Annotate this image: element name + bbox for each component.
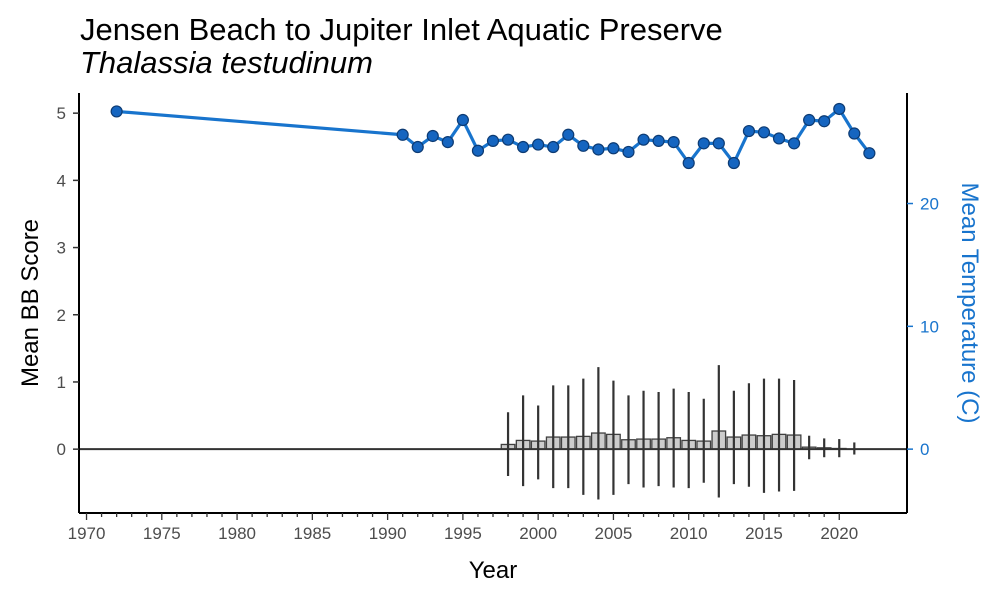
temperature-line-layer [110,102,876,170]
y2-tick-label: 10 [920,317,939,336]
temperature-point-2019 [818,115,831,128]
x-tick-label: 2020 [820,524,858,543]
temperature-point-2018 [803,113,816,127]
x-tick-label: 2010 [670,524,708,543]
y-axis-right-title: Mean Temperature (C) [956,183,983,424]
temperature-point-1992 [411,140,424,154]
x-tick-label: 1975 [143,524,181,543]
temperature-point-1994 [441,136,454,149]
bars-layer [500,430,862,450]
x-tick-label: 2000 [519,524,557,543]
y-tick-label: 1 [57,373,66,392]
temperature-point-2016 [772,132,786,145]
x-axis-title: Year [469,557,518,584]
x-tick-label: 1995 [444,524,482,543]
x-tick-label: 1990 [369,524,407,543]
temperature-point-2012 [712,137,725,150]
temperature-point-2008 [652,134,665,147]
temperature-point-2010 [682,156,695,170]
x-tick-label: 1970 [68,524,106,543]
x-tick-label: 2005 [595,524,633,543]
temperature-point-2009 [667,136,680,149]
temperature-point-1998 [501,133,515,146]
y-tick-label: 0 [57,440,66,459]
temperature-point-1997 [486,134,500,147]
temperature-point-2001 [547,140,560,154]
y-tick-label: 4 [57,171,66,190]
errorbars-layer [506,365,856,500]
temperature-point-1995 [456,113,469,127]
temperature-point-2006 [622,145,635,159]
y-axis-left-ticks: 0 1 2 3 4 5 [57,104,79,459]
temperature-point-2013 [727,156,740,170]
temperature-point-2005 [607,142,620,155]
y-tick-label: 3 [57,239,66,258]
temperature-point-2020 [833,102,846,116]
temperature-point-1991 [396,128,409,141]
x-axis-ticks: 1970 1975 1980 1985 1990 1995 2000 2005 2010 2015… [68,513,858,543]
x-tick-label: 1985 [293,524,331,543]
chart-title: Jensen Beach to Jupiter Inlet Aquatic Pr… [80,12,723,47]
temperature-point-2014 [742,124,756,138]
x-tick-label: 2015 [745,524,783,543]
temperature-point-2022 [863,147,876,160]
y2-tick-label: 20 [920,195,939,214]
temperature-point-1972 [110,105,123,118]
temperature-point-2017 [787,137,801,150]
temperature-point-2000 [532,138,545,151]
y2-tick-label: 0 [920,440,929,459]
temperature-point-2015 [757,126,771,139]
temperature-point-2011 [697,137,710,150]
y-tick-label: 5 [57,104,66,123]
temperature-point-1993 [426,129,439,143]
temperature-point-2021 [848,127,861,140]
temperature-point-1999 [517,140,530,154]
temperature-point-2002 [562,128,575,141]
temperature-point-2007 [637,133,650,146]
temperature-point-2004 [592,143,605,156]
x-tick-label: 1980 [218,524,256,543]
y-tick-label: 2 [57,306,66,325]
y-axis-right-ticks: 0 10 20 [907,195,939,459]
y-axis-left-title: Mean BB Score [17,219,44,387]
chart-subtitle: Thalassia testudinum [80,45,373,80]
temperature-point-2003 [577,139,590,152]
temperature-point-1996 [471,144,485,157]
